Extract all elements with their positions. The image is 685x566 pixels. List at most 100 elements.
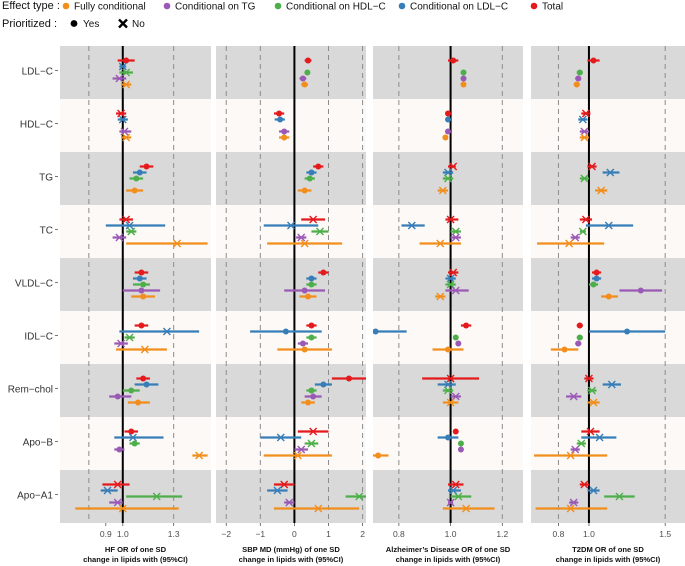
point-vldl-c-ldl — [132, 275, 147, 282]
point-tg-fully — [126, 187, 144, 194]
panel-alz: 0.8 1.0 1.2 Alzheimer’s Disease OR of one S… — [373, 46, 523, 564]
point-apo-b-hdl — [129, 440, 140, 447]
point-idl-c-hdl — [576, 334, 583, 341]
estimate-dot — [308, 281, 315, 288]
point-tg-hdl — [304, 175, 315, 182]
estimate-dot — [135, 399, 142, 406]
estimate-cross — [297, 233, 306, 242]
point-ldl-c-fully — [460, 81, 467, 88]
point-hdl-c-ldl — [117, 115, 128, 124]
x-tick-label: 1 — [326, 529, 331, 539]
point-rem-chol-hdl — [306, 387, 317, 394]
estimate-dot — [308, 275, 315, 282]
estimate-cross — [125, 333, 134, 342]
point-vldl-c-fully — [131, 293, 156, 300]
point-tc-ldl — [263, 221, 319, 230]
point-idl-c-hdl — [452, 334, 459, 341]
point-idl-c-total — [134, 322, 149, 329]
point-apo-b-ldl — [581, 433, 617, 442]
point-tc-total — [579, 215, 592, 224]
estimate-cross — [451, 227, 460, 236]
estimate-cross — [446, 374, 455, 383]
point-rem-chol-fully — [442, 398, 459, 407]
estimate-dot — [576, 322, 583, 329]
estimate-dot — [590, 57, 597, 64]
estimate-dot — [308, 334, 315, 341]
point-tg-hdl — [442, 174, 454, 183]
estimate-cross — [162, 327, 171, 336]
row-band — [373, 46, 523, 99]
point-rem-chol-tg — [109, 393, 132, 400]
point-vldl-c-total — [318, 269, 329, 276]
point-tc-tg — [570, 233, 580, 242]
estimate-cross — [122, 133, 131, 142]
estimate-cross — [446, 274, 455, 283]
estimate-cross — [446, 398, 455, 407]
point-vldl-c-fully — [435, 292, 446, 301]
estimate-cross — [444, 386, 452, 395]
point-tg-fully — [437, 186, 448, 195]
point-hdl-c-fully — [279, 134, 290, 141]
estimate-dot — [138, 322, 145, 329]
row-band — [373, 311, 523, 364]
estimate-dot — [460, 69, 467, 76]
estimate-dot — [140, 281, 147, 288]
legend-label: Conditional on LDL−C — [410, 2, 508, 13]
estimate-cross — [580, 127, 589, 136]
lipid-axis-labels: LDL−C HDL−C TG TC VLDL−C IDL−C Rem−chol Apo−B Ap… — [8, 67, 58, 502]
point-vldl-c-tg — [122, 287, 161, 294]
estimate-cross — [580, 480, 589, 489]
estimate-cross — [122, 215, 131, 224]
legend-item-conditional-on-ldl-c: Conditional on LDL−C — [398, 2, 508, 13]
lipid-label-apo-b: Apo−B — [23, 438, 54, 449]
estimate-dot — [123, 57, 130, 64]
estimate-dot — [299, 340, 306, 347]
legend-cross-icon — [118, 18, 128, 29]
estimate-cross — [140, 345, 149, 354]
legend-item-conditional-on-hdl-c: Conditional on HDL−C — [274, 2, 386, 13]
point-apo-a1-tg — [569, 498, 579, 507]
estimate-dot — [593, 269, 600, 276]
point-hdl-c-total — [445, 110, 451, 117]
estimate-cross — [462, 504, 471, 513]
x-tick-label: 2 — [360, 529, 365, 539]
estimate-dot — [373, 328, 379, 335]
point-tc-hdl — [578, 227, 587, 236]
x-tick-label: 1.5 — [659, 529, 671, 539]
estimate-dot — [308, 322, 315, 329]
point-rem-chol-total — [136, 375, 150, 382]
estimate-dot — [320, 381, 327, 388]
point-idl-c-ldl — [250, 328, 322, 335]
point-apo-b-hdl — [304, 439, 319, 448]
estimate-cross — [580, 133, 589, 142]
point-vldl-c-fully — [601, 293, 618, 300]
lipid-label-ldl-c: LDL−C — [22, 67, 53, 78]
estimate-dot — [305, 57, 312, 64]
point-apo-b-total — [452, 428, 459, 435]
row-band — [216, 311, 366, 364]
point-idl-c-ldl — [588, 328, 666, 335]
lipid-label-hdl-c: HDL−C — [20, 120, 53, 131]
lipid-label-rem-chol: Rem−chol — [8, 385, 53, 396]
point-tc-total — [445, 215, 459, 224]
estimate-dot — [463, 322, 470, 329]
estimate-dot — [315, 163, 322, 170]
point-ldl-c-tg — [460, 75, 467, 82]
point-apo-b-total — [124, 428, 139, 435]
point-hdl-c-tg — [279, 128, 290, 135]
marks-t2dm — [534, 57, 666, 513]
point-rem-chol-hdl — [587, 386, 597, 395]
point-vldl-c-total — [591, 269, 602, 276]
point-vldl-c-tg — [445, 286, 469, 295]
estimate-cross — [355, 492, 364, 501]
legend-dot-icon — [70, 20, 78, 27]
row-band — [216, 258, 366, 311]
point-apo-b-fully — [534, 451, 608, 460]
estimate-dot — [445, 116, 451, 123]
point-apo-b-fully — [192, 451, 208, 460]
estimate-cross — [566, 504, 575, 513]
x-tick-label: 1.2 — [496, 529, 508, 539]
estimate-dot — [136, 275, 143, 282]
point-tc-fully — [537, 239, 605, 248]
estimate-cross — [127, 227, 136, 236]
